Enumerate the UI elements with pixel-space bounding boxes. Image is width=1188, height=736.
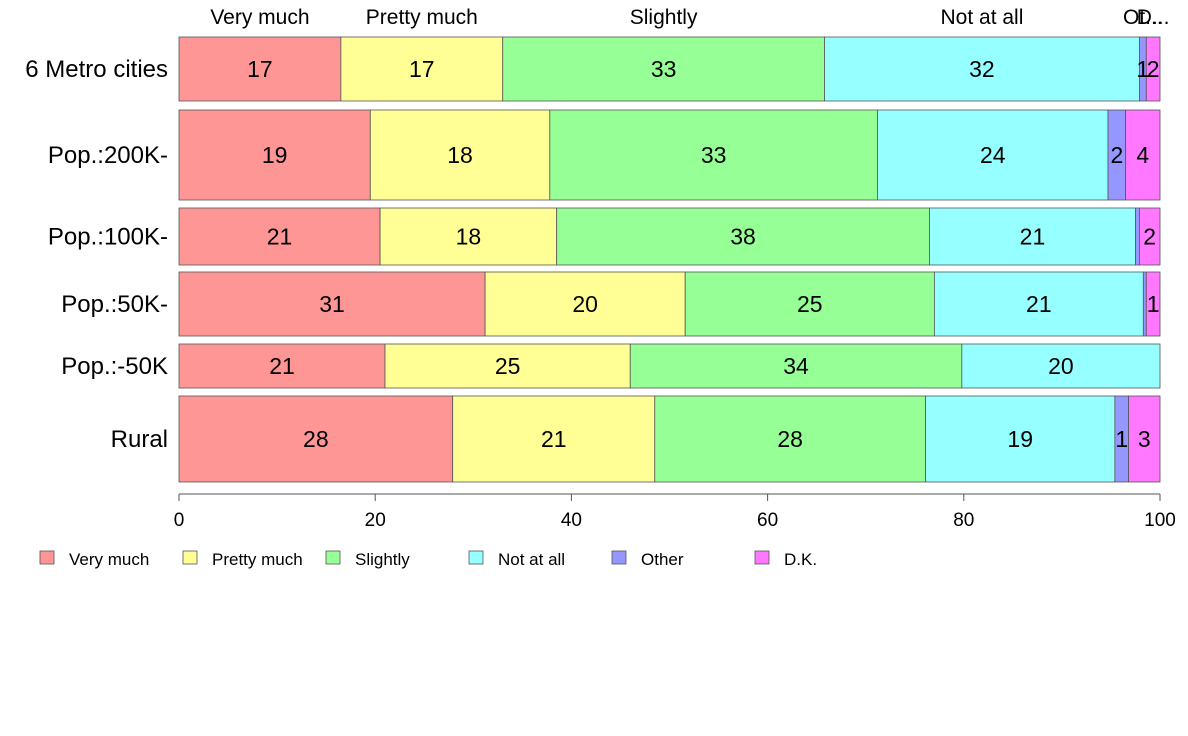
category-label: Pop.:100K- [48,224,168,251]
data-label: 34 [783,353,809,379]
data-label: 21 [267,224,293,250]
data-label: 25 [495,353,521,379]
bar-segment [961,343,1161,389]
data-label: 19 [262,142,288,168]
bar-segment [484,271,686,337]
data-label: 17 [247,56,273,82]
data-label: 38 [730,224,756,250]
bar-segment [178,343,386,389]
legend-swatch [468,550,484,565]
legend-swatch [754,550,770,565]
bar-segment [824,36,1140,102]
bar-segment [1128,395,1161,483]
data-label: 2 [1147,56,1160,82]
legend-label: Slightly [355,550,410,569]
bar-segment [1145,36,1161,102]
bar-segment [1135,207,1140,266]
data-label: 28 [303,426,329,452]
data-label: 25 [797,291,823,317]
bar-segment [502,36,825,102]
data-label: 3 [1138,426,1151,452]
bar-segment [877,109,1109,201]
bar-segment [556,207,930,266]
bar-segment [178,271,486,337]
category-label: Rural [111,426,168,453]
bar-segment [178,109,371,201]
data-label: 18 [456,224,482,250]
bar-segment [452,395,656,483]
data-label: 17 [409,56,435,82]
bar-segment [369,109,551,201]
column-headers: Very much Pretty much Slightly Not at all Ot… [210,6,1169,29]
legend-label: Other [641,550,684,569]
legend-swatch [39,550,55,565]
bar-segment [929,207,1136,266]
column-header: D... [1137,6,1170,29]
bar-segment [1145,271,1161,337]
bar-segment [925,395,1116,483]
legend-label: Pretty much [212,550,303,569]
bar-segment [178,36,342,102]
column-header: Slightly [630,6,698,29]
legend: Very much Pretty much Slightly Not at all Ot… [39,550,817,569]
x-tick-label: 0 [174,510,185,531]
bar-segment [178,395,454,483]
data-label: 2 [1110,142,1123,168]
legend-label: Not at all [498,550,565,569]
data-label: 18 [447,142,473,168]
data-label: 24 [980,142,1006,168]
data-label: 2 [1143,224,1156,250]
legend-label: D.K. [784,550,817,569]
category-label: 6 Metro cities [25,56,168,83]
category-label: Pop.:-50K [61,353,168,380]
bar-segment [549,109,878,201]
bar-segment [178,207,381,266]
x-axis: 0 20 40 60 80 100 [174,493,1176,531]
data-label: 1 [1115,426,1128,452]
data-label: 31 [319,291,345,317]
column-header: Ot... [1123,6,1163,29]
category-label: Pop.:50K- [61,291,168,318]
bar-segment [340,36,504,102]
column-header: Not at all [941,6,1024,29]
data-label: 33 [701,142,727,168]
x-tick-label: 60 [757,510,778,531]
column-header: Pretty much [366,6,478,29]
legend-label: Very much [69,550,149,569]
data-label: 4 [1136,142,1149,168]
data-label: 21 [1026,291,1052,317]
category-label: Pop.:200K- [48,142,168,169]
legend-swatch [325,550,341,565]
data-label: 1 [1147,291,1160,317]
category-labels-layer: 6 Metro cities Pop.:200K- Pop.:100K- Pop.:5… [25,56,168,453]
data-label: 20 [572,291,598,317]
x-tick-label: 40 [561,510,582,531]
bar-segment [384,343,631,389]
x-tick-label: 80 [953,510,974,531]
bar-segment [379,207,558,266]
x-tick-label: 100 [1144,510,1176,531]
data-label: 21 [1020,224,1046,250]
data-label: 20 [1048,353,1074,379]
data-label: 21 [541,426,567,452]
legend-swatch [182,550,198,565]
x-tick-label: 20 [365,510,386,531]
bar-segment [1125,109,1161,201]
bar-segment [1138,207,1161,266]
bar-segment [684,271,935,337]
bar-segment [654,395,926,483]
data-label: 32 [969,56,995,82]
bar-segment [629,343,963,389]
data-label: 1 [1136,56,1149,82]
bars-layer [178,36,1161,483]
data-label: 28 [777,426,803,452]
data-label: 33 [651,56,677,82]
data-label: 21 [269,353,295,379]
column-header: Very much [210,6,309,29]
data-label: 19 [1007,426,1033,452]
legend-swatch [611,550,627,565]
